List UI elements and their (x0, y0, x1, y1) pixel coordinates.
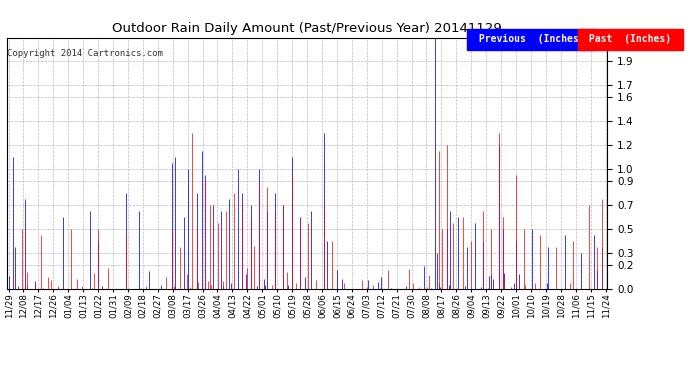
Text: Copyright 2014 Cartronics.com: Copyright 2014 Cartronics.com (7, 49, 163, 58)
Text: Previous  (Inches): Previous (Inches) (473, 34, 590, 44)
Title: Outdoor Rain Daily Amount (Past/Previous Year) 20141129: Outdoor Rain Daily Amount (Past/Previous… (112, 22, 502, 35)
Text: Past  (Inches): Past (Inches) (583, 34, 677, 44)
